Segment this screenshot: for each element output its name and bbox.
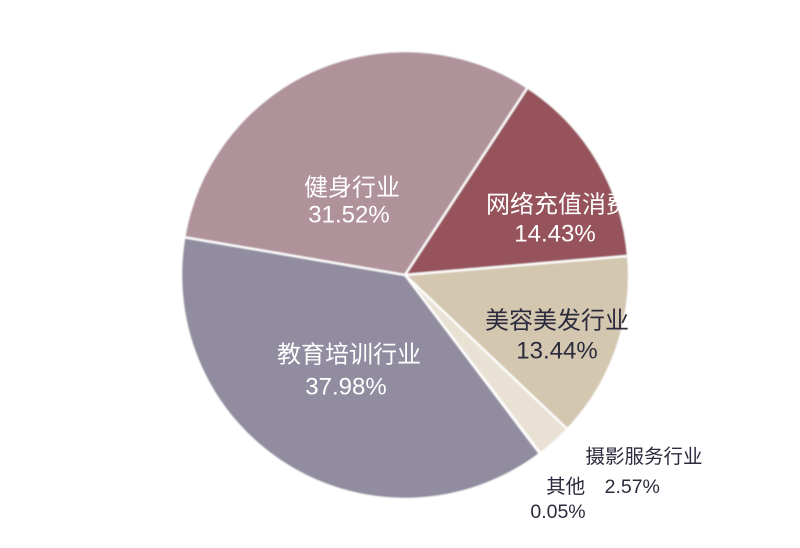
- svg-text:健身行业: 健身行业: [304, 174, 400, 201]
- svg-text:37.98%: 37.98%: [305, 373, 386, 400]
- svg-text:美容美发行业: 美容美发行业: [485, 307, 629, 334]
- svg-text:教育培训行业: 教育培训行业: [277, 341, 421, 368]
- svg-text:网络充值消费: 网络充值消费: [486, 191, 630, 218]
- svg-text:14.43%: 14.43%: [514, 220, 595, 247]
- svg-text:摄影服务行业: 摄影服务行业: [585, 446, 702, 468]
- svg-text:13.44%: 13.44%: [516, 337, 597, 364]
- svg-text:0.05%: 0.05%: [530, 501, 585, 523]
- svg-text:其他 2.57%: 其他 2.57%: [546, 476, 660, 498]
- svg-text:31.52%: 31.52%: [308, 201, 389, 228]
